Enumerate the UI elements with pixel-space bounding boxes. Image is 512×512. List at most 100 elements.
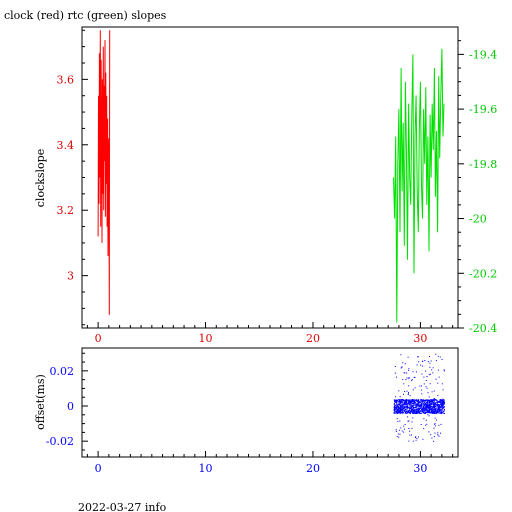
offset-point <box>443 402 445 404</box>
offset-point <box>441 403 443 405</box>
offset-point <box>415 400 417 402</box>
offset-point <box>420 410 422 412</box>
offset-point <box>401 366 403 368</box>
offset-point <box>411 427 413 429</box>
offset-point <box>404 363 406 365</box>
offset-point <box>436 404 438 406</box>
offset-point <box>408 402 410 404</box>
offset-point <box>416 404 417 406</box>
offset-point <box>431 410 433 412</box>
offset-point <box>400 402 402 404</box>
offset-point <box>410 405 412 407</box>
offset-point <box>421 411 423 413</box>
offset-point <box>441 359 443 360</box>
offset-point <box>395 400 397 402</box>
offset-point <box>420 402 422 404</box>
offset-point <box>441 405 443 407</box>
offset-point <box>439 411 441 413</box>
offset-point <box>426 376 428 377</box>
offset-point <box>407 420 409 422</box>
offset-point <box>395 405 397 407</box>
offset-point <box>426 402 428 404</box>
lower-x-tick-label: 10 <box>199 462 213 475</box>
offset-point <box>393 399 395 401</box>
offset-point <box>442 401 444 403</box>
offset-point <box>423 400 425 402</box>
offset-point <box>407 411 409 413</box>
offset-point <box>393 408 395 410</box>
offset-point <box>416 405 418 407</box>
offset-point <box>419 401 420 403</box>
offset-point <box>434 399 436 401</box>
offset-point <box>425 409 427 411</box>
offset-point <box>403 399 405 401</box>
offset-point <box>404 403 406 405</box>
offset-point <box>400 409 402 411</box>
lower-y-ticks: -0.02 0 0.02 <box>46 352 88 451</box>
offset-point <box>417 399 419 401</box>
offset-point <box>440 409 442 411</box>
offset-point <box>434 411 436 413</box>
offset-point <box>416 364 418 366</box>
offset-point <box>406 403 408 405</box>
offset-point <box>436 411 438 413</box>
offset-point <box>439 356 441 358</box>
offset-point <box>417 404 419 406</box>
offset-point <box>440 412 441 414</box>
offset-point <box>407 416 409 418</box>
offset-point <box>411 380 413 382</box>
offset-point <box>425 404 427 406</box>
offset-point <box>430 408 432 410</box>
offset-point <box>431 400 432 402</box>
offset-point <box>423 406 425 408</box>
offset-point <box>426 411 428 413</box>
offset-point <box>425 411 427 412</box>
offset-point <box>404 402 406 404</box>
offset-point <box>426 402 427 404</box>
offset-point <box>403 407 405 409</box>
offset-point <box>408 428 410 429</box>
offset-point <box>439 401 441 402</box>
offset-point <box>411 399 412 401</box>
offset-point <box>410 402 412 404</box>
offset-point <box>401 400 403 402</box>
offset-point <box>407 403 409 405</box>
offset-point <box>414 376 416 378</box>
upper-right-tick-label: -20.2 <box>469 267 497 280</box>
offset-point <box>442 406 444 408</box>
lower-x-tick-label: 30 <box>413 462 427 475</box>
offset-point <box>430 406 431 408</box>
offset-point <box>422 365 424 367</box>
offset-point <box>411 379 413 381</box>
offset-point <box>396 401 398 403</box>
offset-point <box>437 382 439 384</box>
offset-point <box>396 409 398 411</box>
offset-point <box>406 408 408 410</box>
offset-point <box>429 407 431 409</box>
offset-point <box>424 410 426 412</box>
offset-point <box>406 405 408 407</box>
upper-left-y-ticks: 3 3.2 3.4 3.6 <box>57 29 88 326</box>
offset-point <box>423 405 425 407</box>
offset-point <box>441 401 443 403</box>
offset-point <box>441 400 443 402</box>
offset-point <box>409 409 411 411</box>
offset-point <box>402 409 404 411</box>
offset-point <box>426 407 428 409</box>
offset-point <box>417 403 419 405</box>
offset-point <box>425 405 427 407</box>
offset-point <box>436 409 438 411</box>
offset-point <box>395 429 397 431</box>
offset-point <box>402 403 404 405</box>
offset-point <box>430 360 432 362</box>
offset-point <box>425 411 427 413</box>
offset-point <box>413 401 415 403</box>
offset-point <box>433 409 435 410</box>
offset-point <box>412 399 414 401</box>
offset-point <box>412 411 414 413</box>
offset-point <box>418 412 420 414</box>
offset-point <box>399 429 401 431</box>
offset-point <box>423 411 425 412</box>
offset-point <box>431 391 433 393</box>
offset-point <box>402 412 404 414</box>
